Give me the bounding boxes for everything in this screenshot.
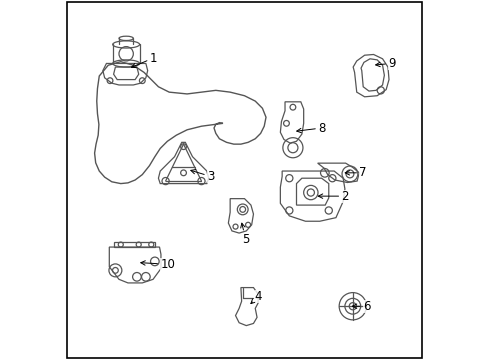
Text: 7: 7 xyxy=(345,166,366,179)
Text: 8: 8 xyxy=(296,122,325,135)
Text: 5: 5 xyxy=(240,223,249,246)
Text: 9: 9 xyxy=(375,57,395,70)
Text: 10: 10 xyxy=(141,258,175,271)
Text: 4: 4 xyxy=(250,290,262,303)
Text: 1: 1 xyxy=(131,51,157,68)
Text: 6: 6 xyxy=(352,300,369,313)
Text: 3: 3 xyxy=(190,170,214,183)
Text: 2: 2 xyxy=(318,190,348,203)
